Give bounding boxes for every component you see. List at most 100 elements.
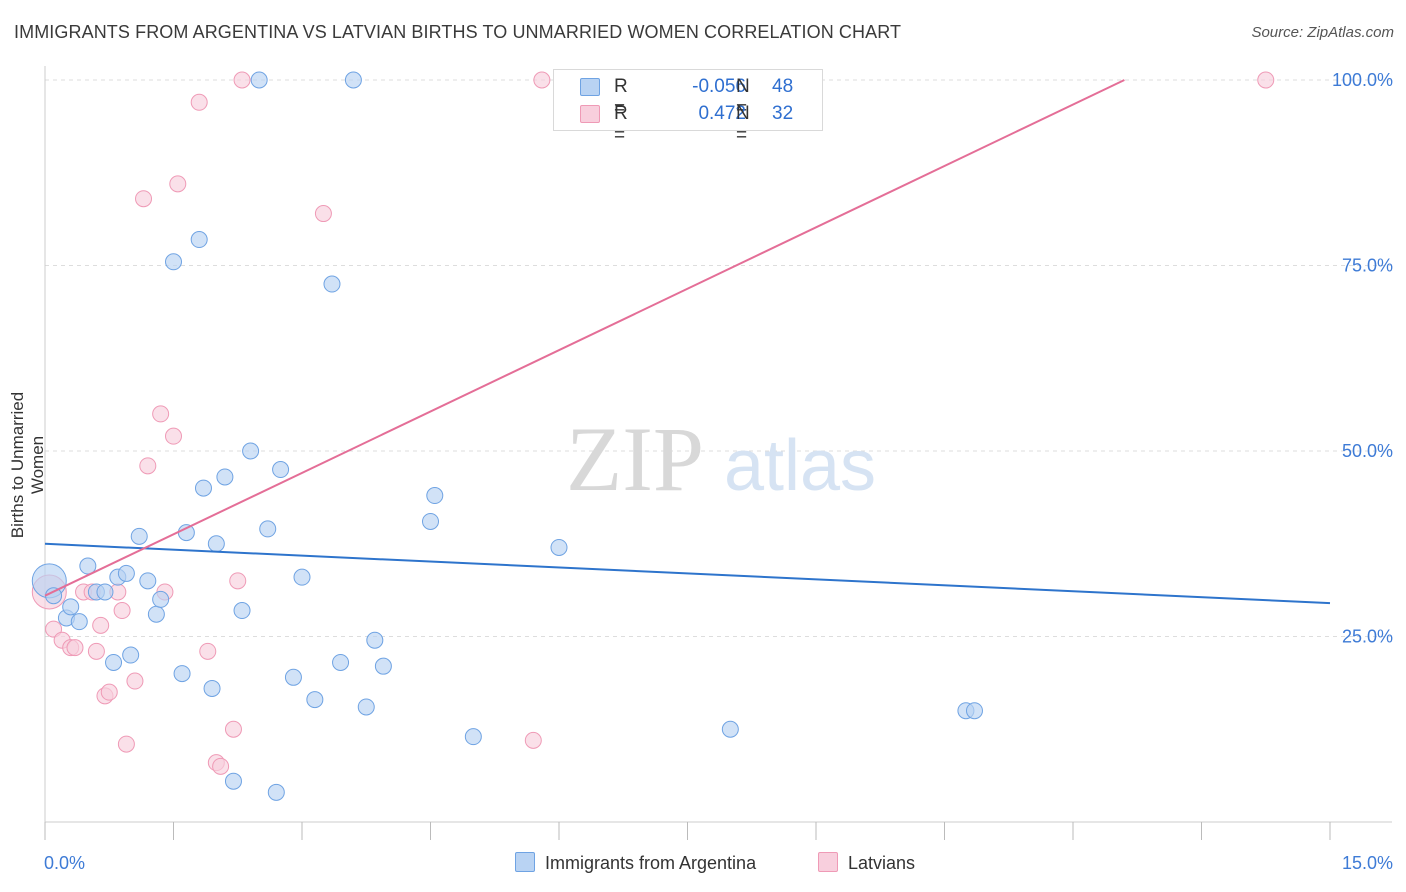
- data-point-argentina: [250, 71, 268, 89]
- data-point-latvians: [190, 93, 208, 111]
- data-point-latvians: [152, 405, 170, 423]
- y-tick-label: 25.0%: [1342, 627, 1393, 647]
- series-argentina-points: [31, 71, 983, 801]
- data-point-argentina: [267, 783, 285, 801]
- y-tick-label: 100.0%: [1332, 70, 1393, 90]
- legend-n-value: 48: [772, 76, 794, 97]
- data-point-latvians: [314, 205, 332, 223]
- data-point-latvians: [139, 457, 157, 475]
- data-point-latvians: [224, 720, 242, 738]
- trend-line-latvians: [44, 79, 1125, 597]
- data-point-argentina: [165, 253, 182, 271]
- data-point-argentina: [293, 568, 311, 586]
- data-point-latvians: [533, 71, 551, 89]
- data-point-argentina: [550, 538, 568, 556]
- swatch-latvians: [818, 852, 838, 872]
- data-point-argentina: [207, 535, 225, 553]
- data-point-argentina: [284, 668, 302, 686]
- data-point-latvians: [1257, 71, 1275, 89]
- y-tick-label: 50.0%: [1342, 441, 1393, 461]
- legend-n-value: 32: [772, 103, 794, 124]
- data-point-latvians: [117, 735, 135, 753]
- legend-swatch-pink: [580, 105, 600, 123]
- data-point-argentina: [366, 631, 384, 649]
- data-point-latvians: [66, 639, 84, 657]
- data-point-argentina: [242, 442, 260, 460]
- tick-labels: 25.0% 50.0% 75.0% 100.0% 0.0% 15.0%: [44, 70, 1393, 873]
- data-point-latvians: [113, 602, 131, 620]
- grid-lines: [45, 79, 1392, 637]
- data-point-argentina: [194, 479, 212, 497]
- data-point-argentina: [96, 583, 114, 601]
- chart-title: IMMIGRANTS FROM ARGENTINA VS LATVIAN BIR…: [14, 22, 902, 42]
- data-point-argentina: [79, 557, 97, 575]
- data-point-argentina: [272, 461, 290, 479]
- data-point-argentina: [332, 653, 350, 671]
- data-point-argentina: [190, 231, 208, 249]
- data-point-argentina: [464, 728, 482, 746]
- x-tick-label: 15.0%: [1342, 853, 1393, 873]
- data-point-argentina: [122, 646, 140, 664]
- legend-r-value: -0.056: [692, 76, 746, 97]
- bottom-legend-latvians: Latvians: [818, 852, 915, 874]
- data-point-argentina: [216, 468, 234, 486]
- axes: [44, 66, 1392, 840]
- data-point-argentina: [224, 772, 242, 790]
- bottom-legend-argentina: Immigrants from Argentina: [515, 852, 756, 874]
- data-point-latvians: [165, 427, 182, 445]
- data-point-latvians: [126, 672, 144, 690]
- legend-r-label: R =: [614, 76, 628, 119]
- data-point-argentina: [147, 605, 165, 623]
- data-point-latvians: [87, 642, 105, 660]
- data-point-argentina: [70, 613, 88, 631]
- data-point-latvians: [524, 731, 542, 749]
- x-tick-label: 0.0%: [44, 853, 85, 873]
- source-label: Source: ZipAtlas.com: [1251, 24, 1394, 41]
- data-point-latvians: [212, 757, 230, 775]
- data-point-argentina: [259, 520, 277, 538]
- data-point-argentina: [306, 691, 324, 709]
- watermark-zip: ZIP: [566, 408, 704, 510]
- data-point-argentina: [177, 524, 195, 542]
- data-point-argentina: [152, 590, 170, 608]
- data-point-argentina: [374, 657, 392, 675]
- data-point-latvians: [100, 683, 118, 701]
- data-point-latvians: [199, 642, 217, 660]
- data-point-argentina: [173, 665, 191, 683]
- data-point-argentina: [139, 572, 157, 590]
- data-point-argentina: [357, 698, 375, 716]
- data-point-argentina: [344, 71, 362, 89]
- data-point-argentina: [323, 275, 341, 293]
- data-point-argentina: [965, 702, 983, 720]
- data-point-argentina: [203, 679, 221, 697]
- data-point-latvians: [233, 71, 251, 89]
- data-point-latvians: [92, 616, 110, 634]
- y-axis-label: Births to Unmarried Women: [8, 391, 47, 539]
- legend-r-value: 0.472: [698, 103, 746, 124]
- data-point-argentina: [426, 487, 444, 505]
- data-point-argentina: [62, 598, 80, 616]
- data-point-argentina: [117, 564, 135, 582]
- legend-n-label: N =: [736, 103, 750, 146]
- legend-label-argentina: Immigrants from Argentina: [545, 853, 757, 873]
- trend-lines: [44, 79, 1331, 605]
- data-point-argentina: [233, 602, 251, 620]
- trend-line-argentina: [44, 542, 1331, 605]
- data-point-argentina: [721, 720, 739, 738]
- data-point-latvians: [229, 572, 247, 590]
- legend-label-latvians: Latvians: [848, 853, 916, 873]
- watermark-atlas: atlas: [724, 426, 876, 506]
- y-tick-label: 75.0%: [1342, 256, 1393, 276]
- data-point-argentina: [130, 527, 148, 545]
- data-point-latvians: [169, 175, 187, 193]
- legend-n-label: N =: [736, 76, 750, 119]
- stats-legend: R = -0.056 N = 48 R = 0.472 N = 32: [553, 69, 823, 146]
- legend-swatch-blue: [580, 78, 600, 96]
- data-point-argentina: [422, 512, 439, 530]
- data-point-argentina: [105, 653, 123, 671]
- legend-r-label: R =: [614, 103, 628, 146]
- swatch-argentina: [515, 852, 535, 872]
- data-point-argentina: [45, 587, 63, 605]
- data-point-latvians: [135, 190, 153, 208]
